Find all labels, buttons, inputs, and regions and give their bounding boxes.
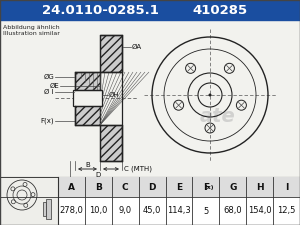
- Text: Ø I: Ø I: [44, 89, 54, 95]
- Text: 9,0: 9,0: [119, 207, 132, 216]
- Bar: [73, 90, 102, 106]
- Bar: [75, 72, 100, 125]
- Text: 24.0110-0285.1: 24.0110-0285.1: [42, 4, 158, 16]
- Text: (x): (x): [204, 185, 214, 191]
- Bar: [100, 35, 122, 72]
- Bar: [43, 202, 46, 216]
- Text: F: F: [203, 182, 209, 191]
- Bar: [0, 0, 300, 20]
- Text: C (MTH): C (MTH): [124, 166, 152, 172]
- Text: I: I: [285, 182, 288, 191]
- Bar: [0, 177, 58, 225]
- Text: ØH: ØH: [109, 92, 120, 98]
- Bar: [100, 125, 122, 161]
- Text: Abbildung ähnlich: Abbildung ähnlich: [3, 25, 60, 30]
- Text: 154,0: 154,0: [248, 207, 272, 216]
- Text: G: G: [229, 182, 236, 191]
- Bar: [46, 199, 51, 219]
- Bar: [100, 35, 122, 72]
- Text: 410285: 410285: [192, 4, 248, 16]
- Text: D: D: [148, 182, 156, 191]
- Text: E: E: [176, 182, 182, 191]
- Text: 68,0: 68,0: [224, 207, 242, 216]
- Text: 5: 5: [203, 207, 208, 216]
- Circle shape: [208, 94, 211, 97]
- Text: H: H: [256, 182, 263, 191]
- Text: D: D: [96, 172, 101, 178]
- Text: B: B: [95, 182, 102, 191]
- Text: ate: ate: [200, 108, 236, 126]
- Text: ØE: ØE: [49, 83, 59, 89]
- Text: 278,0: 278,0: [59, 207, 83, 216]
- Bar: [58, 177, 300, 197]
- Text: 114,3: 114,3: [167, 207, 191, 216]
- Text: 12,5: 12,5: [278, 207, 296, 216]
- Bar: [75, 72, 100, 125]
- Text: B: B: [85, 162, 90, 168]
- Text: F(x): F(x): [40, 118, 54, 124]
- Bar: [100, 125, 122, 161]
- Text: A: A: [68, 182, 75, 191]
- Text: 10,0: 10,0: [89, 207, 107, 216]
- Text: ØA: ØA: [132, 44, 142, 50]
- Bar: [0, 177, 300, 225]
- Bar: [0, 20, 300, 177]
- Text: 45,0: 45,0: [143, 207, 161, 216]
- Text: Illustration similar: Illustration similar: [3, 31, 60, 36]
- Text: ØG: ØG: [43, 74, 54, 80]
- Text: C: C: [122, 182, 128, 191]
